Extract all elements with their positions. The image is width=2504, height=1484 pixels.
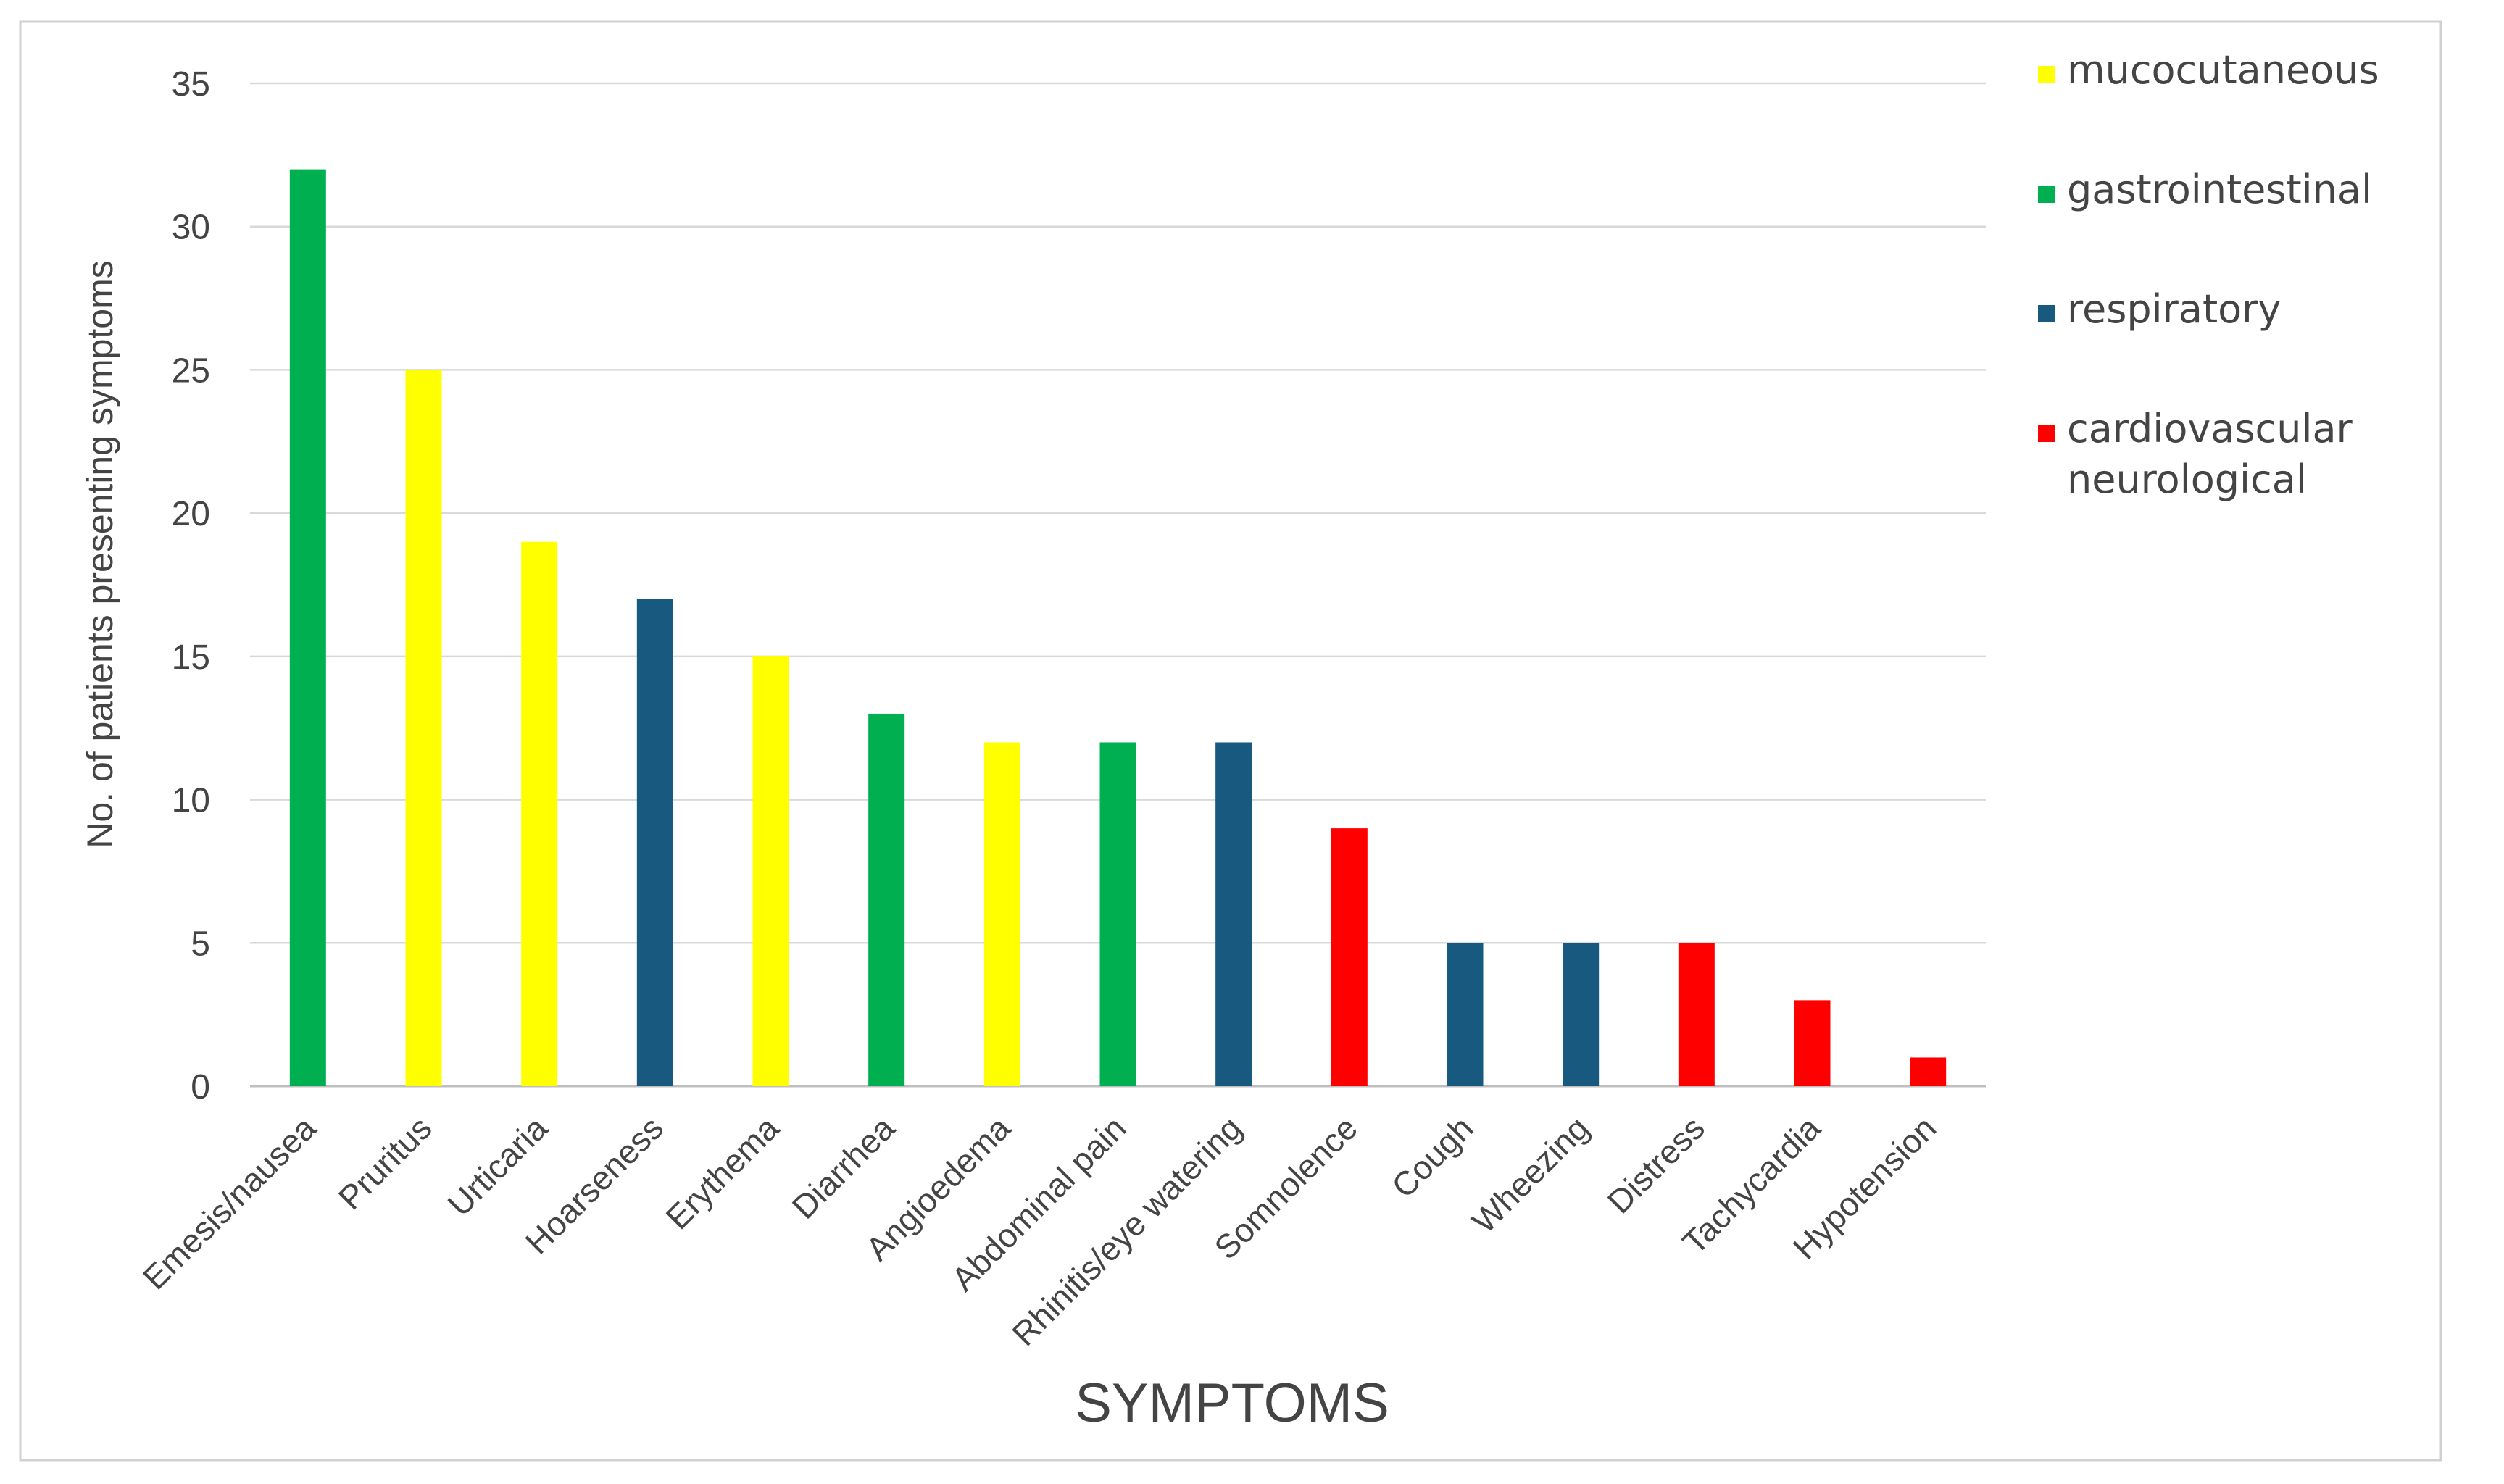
bar	[521, 541, 558, 1086]
bar	[636, 599, 673, 1086]
legend: mucocutaneous gastrointestinal respiratory…	[2038, 47, 2379, 502]
bar	[289, 169, 326, 1087]
bar	[983, 742, 1020, 1086]
y-tick-label: 20	[172, 495, 210, 533]
legend-swatch	[2038, 425, 2055, 442]
bar	[1563, 943, 1600, 1086]
y-tick-label: 5	[191, 925, 210, 963]
bar	[1099, 742, 1136, 1086]
bar	[868, 713, 905, 1086]
bar	[1794, 1000, 1831, 1086]
bar	[1910, 1057, 1947, 1086]
bars	[289, 169, 1947, 1087]
y-tick-label: 30	[172, 209, 210, 247]
legend-label: gastrointestinal	[2067, 167, 2372, 212]
bar	[405, 370, 442, 1086]
legend-label: cardiovascular	[2067, 406, 2353, 451]
x-axis-title: SYMPTOMS	[1075, 1372, 1389, 1434]
y-tick-label: 15	[172, 638, 210, 677]
y-tick-label: 25	[172, 351, 210, 390]
legend-label: respiratory	[2067, 286, 2281, 332]
legend-swatch	[2038, 305, 2055, 322]
legend-swatch	[2038, 66, 2055, 83]
bar	[752, 656, 789, 1086]
bar	[1215, 742, 1252, 1086]
bar	[1678, 943, 1715, 1086]
y-tick-label: 35	[172, 65, 210, 104]
legend-label: mucocutaneous	[2067, 47, 2379, 93]
y-tick-label: 10	[172, 782, 210, 820]
bar	[1447, 943, 1484, 1086]
legend-swatch	[2038, 186, 2055, 203]
legend-label: neurological	[2067, 457, 2307, 502]
y-tick-label: 0	[191, 1068, 210, 1106]
y-axis-ticks: 0 5 10 15 20 25 30 35	[172, 65, 210, 1106]
bar	[1331, 828, 1368, 1086]
y-axis-title: No. of patients presenting symptoms	[80, 260, 120, 849]
